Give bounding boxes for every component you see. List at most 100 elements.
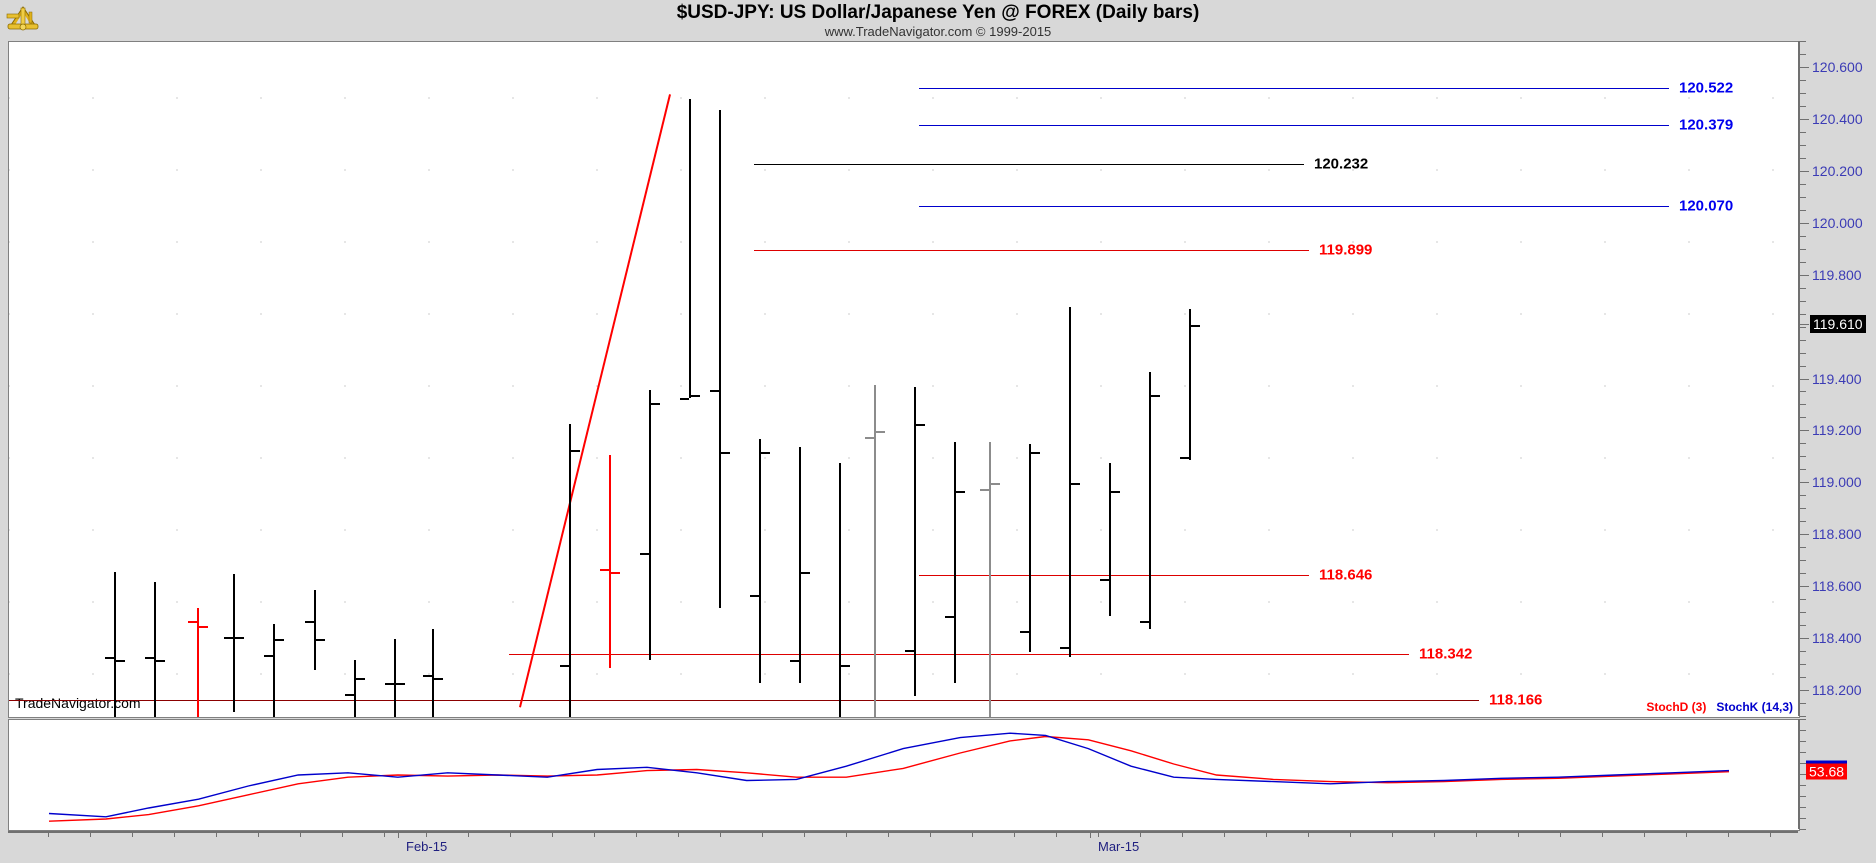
- price-axis-label: 118.600: [1812, 578, 1862, 595]
- date-axis-minor-tick: [1224, 833, 1225, 837]
- ohlc-bar[interactable]: [314, 589, 316, 671]
- ohlc-close-tick: [1191, 324, 1200, 327]
- ohlc-close-tick: [916, 423, 925, 426]
- ohlc-bar[interactable]: [1189, 309, 1191, 460]
- date-axis[interactable]: Feb-15 Mar-15: [8, 831, 1798, 861]
- date-axis-minor-tick: [216, 833, 217, 837]
- ohlc-close-tick: [956, 491, 965, 494]
- ohlc-close-tick: [396, 683, 405, 686]
- price-line-118.342[interactable]: [509, 654, 1409, 656]
- price-axis[interactable]: 120.600 120.400 120.200 120.000 119.800 119.4…: [1798, 41, 1876, 717]
- ohlc-bar[interactable]: [759, 439, 761, 684]
- price-axis-minor-tick: [1800, 690, 1806, 692]
- ohlc-bar[interactable]: [569, 423, 571, 717]
- price-axis-minor-tick: [1800, 287, 1806, 289]
- ohlc-close-tick: [1111, 491, 1120, 494]
- ohlc-bar[interactable]: [689, 99, 691, 398]
- ohlc-open-tick: [224, 636, 233, 639]
- date-axis-minor-tick: [636, 833, 637, 837]
- price-axis-label: 119.000: [1812, 474, 1862, 491]
- price-axis-minor-tick: [1800, 612, 1806, 614]
- price-axis-minor-tick: [1800, 92, 1806, 94]
- date-axis-minor-tick: [1098, 833, 1099, 837]
- price-line-120.379[interactable]: [919, 125, 1669, 127]
- price-axis-minor-tick: [1800, 547, 1806, 549]
- ohlc-close-tick: [316, 639, 325, 642]
- stochastic-plot-area[interactable]: [9, 720, 1799, 830]
- price-axis-minor-tick: [1800, 677, 1806, 679]
- ohlc-bar[interactable]: [609, 454, 611, 668]
- sextant-icon: [6, 3, 40, 35]
- price-line-119.899[interactable]: [754, 249, 1309, 251]
- ohlc-bar[interactable]: [989, 441, 991, 717]
- ohlc-bar[interactable]: [719, 109, 721, 608]
- price-axis-label: 120.200: [1812, 162, 1863, 179]
- ohlc-bar[interactable]: [154, 582, 156, 717]
- stoch-axis-tick: [1800, 763, 1806, 764]
- ohlc-open-tick: [865, 436, 874, 439]
- ohlc-bar[interactable]: [649, 389, 651, 660]
- ohlc-bar[interactable]: [394, 639, 396, 717]
- ohlc-bar[interactable]: [233, 574, 235, 712]
- price-axis-minor-tick: [1800, 664, 1806, 666]
- date-axis-minor-tick: [1140, 833, 1141, 837]
- ohlc-bar[interactable]: [1109, 462, 1111, 616]
- stoch-axis-tick: [1800, 829, 1806, 830]
- ohlc-bar[interactable]: [1029, 444, 1031, 653]
- ohlc-close-tick: [1031, 452, 1040, 455]
- price-axis-minor-tick: [1800, 599, 1806, 601]
- ohlc-close-tick: [199, 626, 208, 629]
- price-chart-pane[interactable]: TradeNavigator.com 120.522 120.379 120.232…: [8, 41, 1800, 718]
- ohlc-bar[interactable]: [1069, 306, 1071, 658]
- stochd-line: [48, 735, 1730, 822]
- date-axis-minor-tick: [510, 833, 511, 837]
- ohlc-open-tick: [710, 389, 719, 392]
- date-axis-minor-tick: [888, 833, 889, 837]
- ohlc-bar[interactable]: [799, 447, 801, 684]
- price-axis-minor-tick: [1800, 703, 1806, 705]
- ohlc-bar[interactable]: [914, 387, 916, 697]
- ohlc-bar[interactable]: [954, 441, 956, 684]
- price-line-label-118.342: 118.342: [1419, 645, 1473, 663]
- price-line-120.232[interactable]: [754, 163, 1304, 165]
- ohlc-bar[interactable]: [432, 628, 434, 717]
- ohlc-close-tick: [651, 402, 660, 405]
- price-axis-minor-tick: [1800, 326, 1806, 328]
- ohlc-bar[interactable]: [839, 462, 841, 717]
- price-line-118.646[interactable]: [919, 575, 1309, 577]
- date-axis-minor-tick: [972, 833, 973, 837]
- price-grid: [9, 42, 1799, 717]
- price-axis-minor-tick: [1800, 456, 1806, 458]
- date-axis-minor-tick: [90, 833, 91, 837]
- price-axis-minor-tick: [1800, 391, 1806, 393]
- price-axis-minor-tick: [1800, 157, 1806, 159]
- ohlc-bar[interactable]: [197, 607, 199, 717]
- ohlc-close-tick: [991, 483, 1000, 486]
- stochk-line: [48, 732, 1730, 818]
- ohlc-close-tick: [571, 449, 580, 452]
- price-line-118.166[interactable]: [9, 699, 1479, 701]
- date-axis-minor-tick: [1182, 833, 1183, 837]
- price-line-120.522[interactable]: [919, 88, 1669, 90]
- price-axis-minor-tick: [1800, 144, 1806, 146]
- chart-header: $USD-JPY: US Dollar/Japanese Yen @ FOREX…: [0, 0, 1876, 40]
- ohlc-close-tick: [275, 639, 284, 642]
- date-axis-minor-tick: [1770, 833, 1771, 837]
- price-plot-area[interactable]: TradeNavigator.com 120.522 120.379 120.232…: [9, 42, 1799, 717]
- ohlc-open-tick: [105, 657, 114, 660]
- stochastic-pane[interactable]: StochD (3) StochK (14,3): [8, 700, 1800, 831]
- date-axis-label: Mar-15: [1098, 839, 1140, 854]
- stochastic-axis[interactable]: 53.68: [1798, 719, 1876, 830]
- ohlc-bar[interactable]: [273, 623, 275, 717]
- ohlc-bar[interactable]: [114, 571, 116, 717]
- price-axis-minor-tick: [1800, 573, 1806, 575]
- date-axis-minor-tick: [1014, 833, 1015, 837]
- ohlc-bar[interactable]: [354, 659, 356, 717]
- ohlc-bar[interactable]: [874, 384, 876, 717]
- date-axis-minor-tick: [468, 833, 469, 837]
- ohlc-bar[interactable]: [1149, 371, 1151, 629]
- price-axis-minor-tick: [1800, 417, 1806, 419]
- price-line-120.070[interactable]: [919, 205, 1669, 207]
- date-axis-minor-tick: [1350, 833, 1351, 837]
- price-axis-minor-tick: [1800, 534, 1806, 536]
